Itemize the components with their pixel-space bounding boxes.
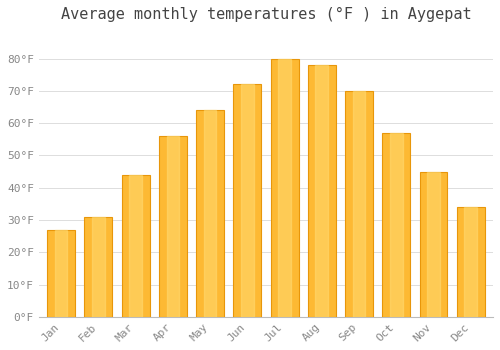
Bar <box>166 136 179 317</box>
Bar <box>84 217 112 317</box>
Bar <box>122 175 150 317</box>
Bar <box>420 172 448 317</box>
Bar <box>159 136 187 317</box>
Bar <box>47 230 75 317</box>
Bar <box>464 207 477 317</box>
Bar <box>92 217 104 317</box>
Bar <box>382 133 410 317</box>
Bar <box>316 65 328 317</box>
Bar <box>457 207 484 317</box>
Title: Average monthly temperatures (°F ) in Aygepat: Average monthly temperatures (°F ) in Ay… <box>60 7 471 22</box>
Bar <box>55 230 68 317</box>
Bar <box>204 110 216 317</box>
Bar <box>234 84 262 317</box>
Bar <box>196 110 224 317</box>
Bar <box>241 84 254 317</box>
Bar <box>278 59 291 317</box>
Bar <box>345 91 373 317</box>
Bar <box>390 133 402 317</box>
Bar <box>352 91 366 317</box>
Bar <box>308 65 336 317</box>
Bar <box>130 175 142 317</box>
Bar <box>427 172 440 317</box>
Bar <box>270 59 298 317</box>
